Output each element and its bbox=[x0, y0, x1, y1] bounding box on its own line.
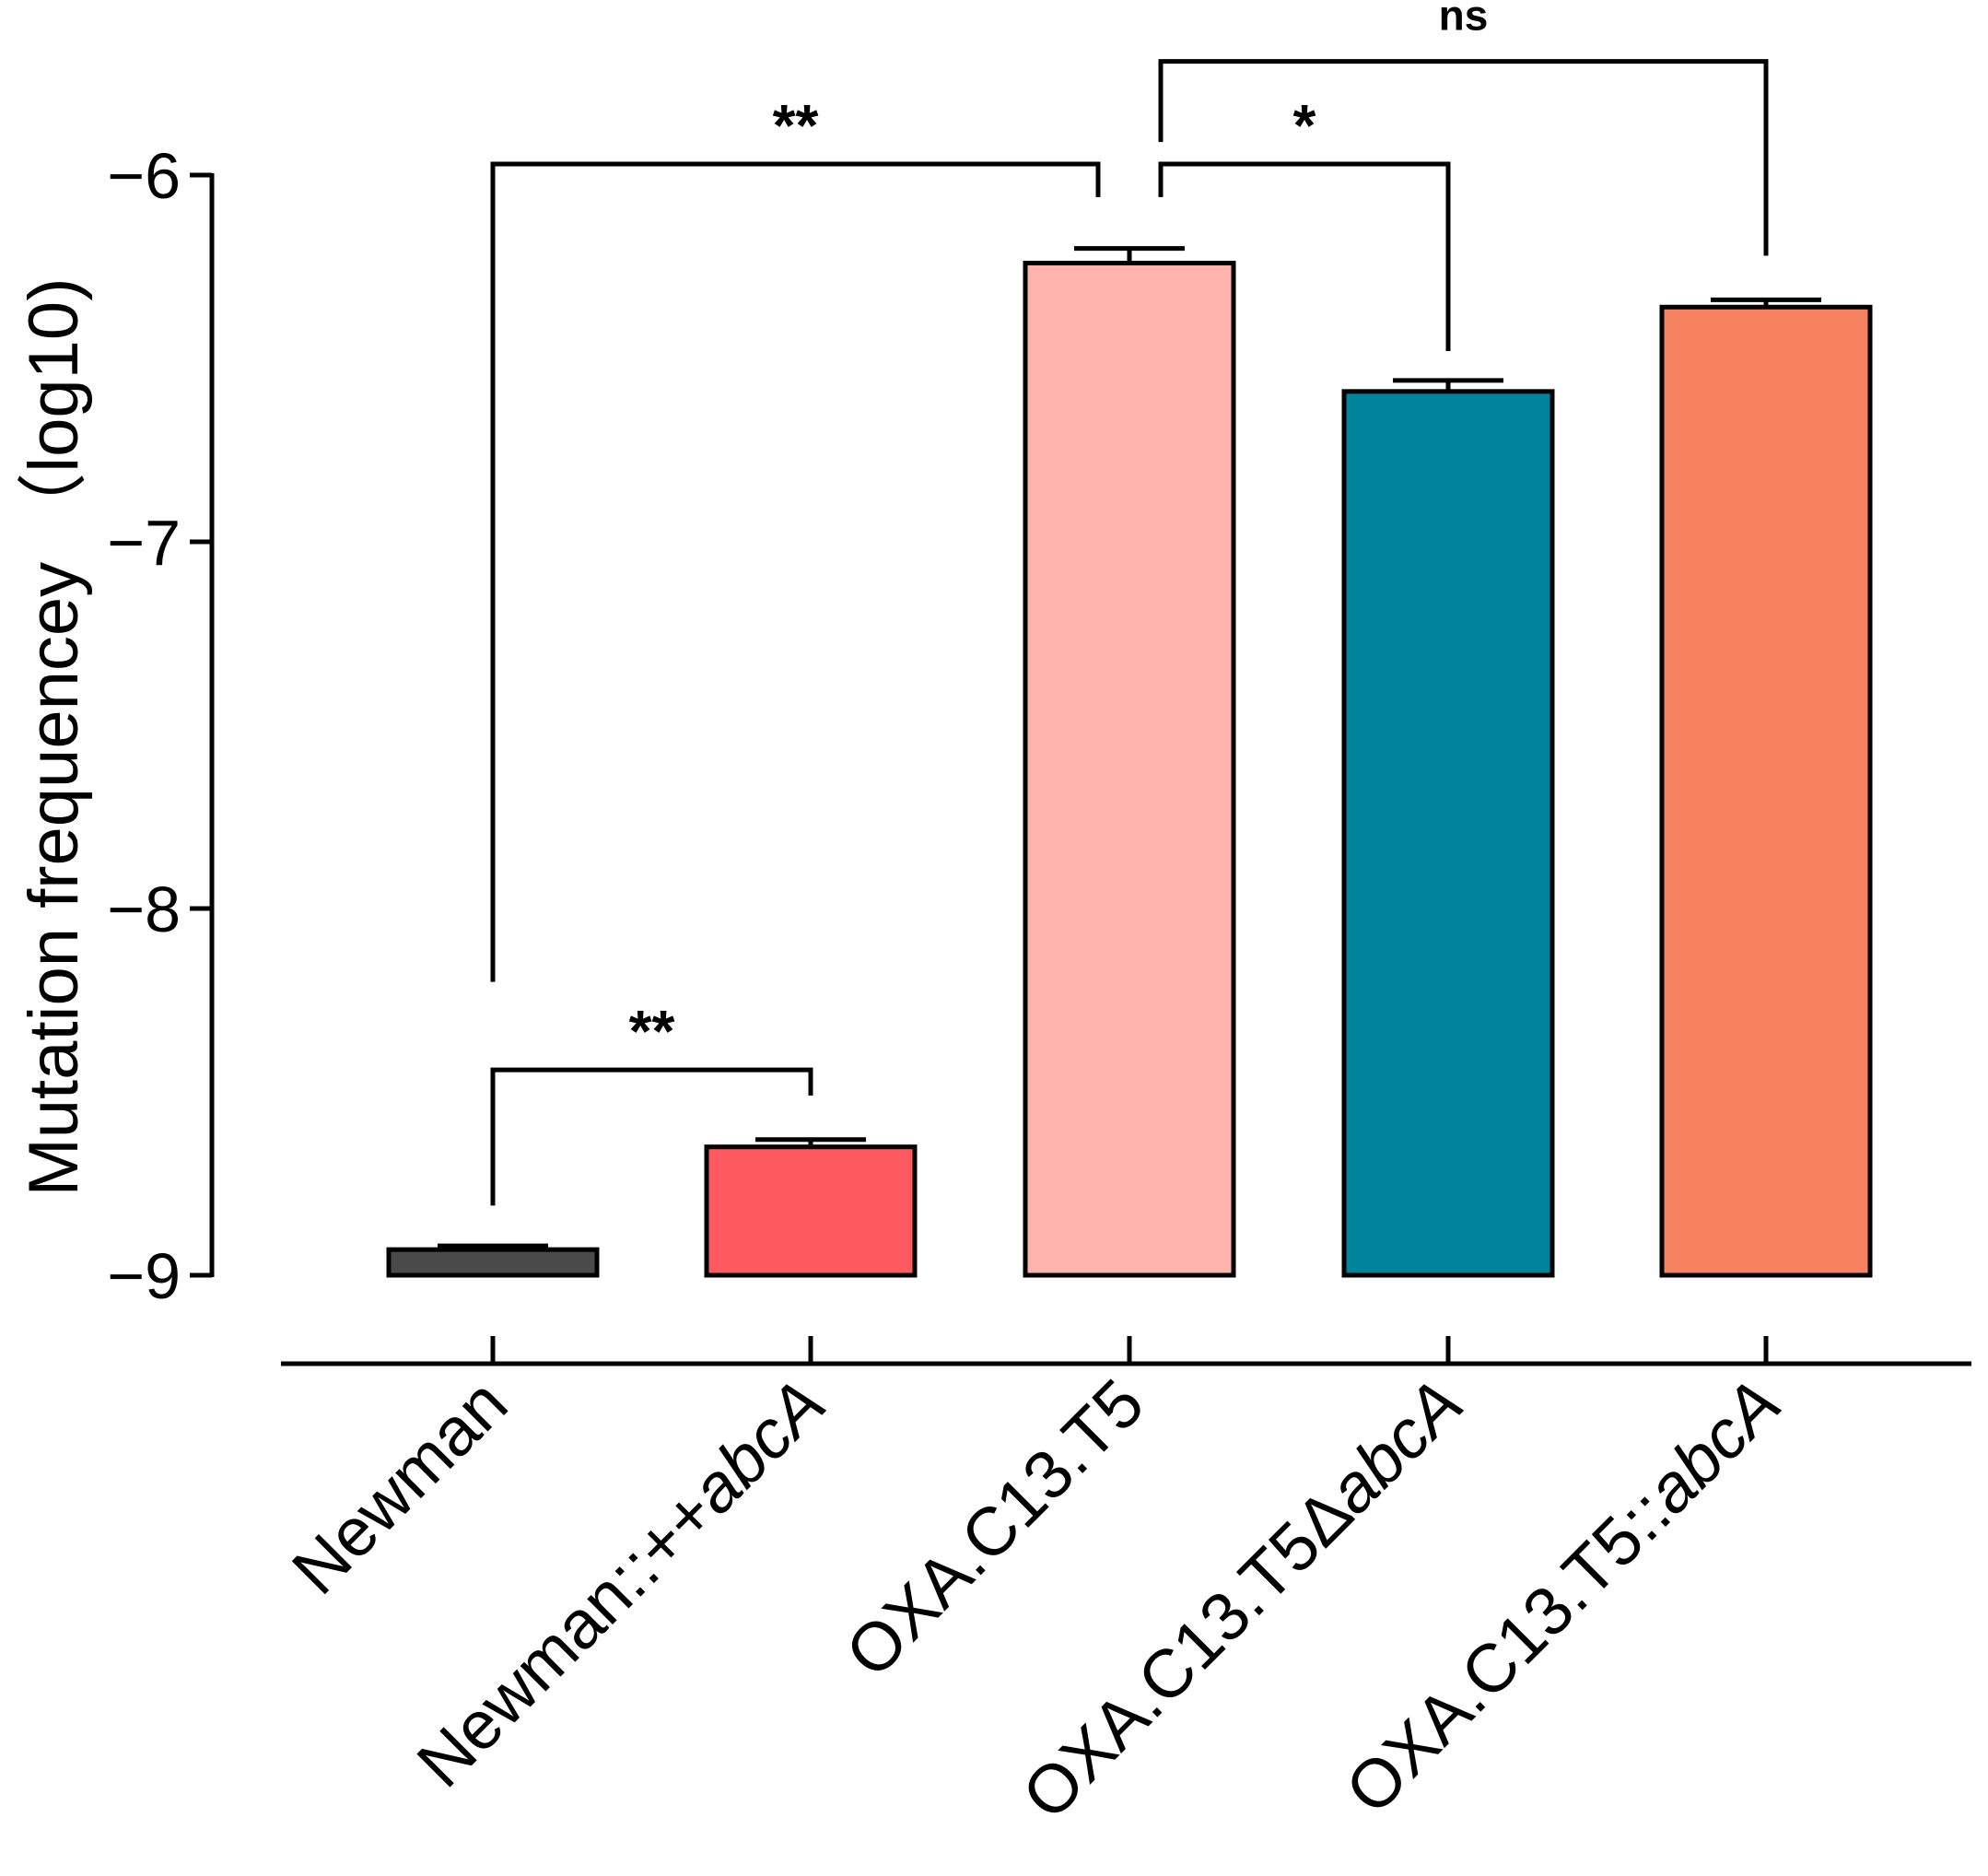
significance-bracket bbox=[1158, 161, 1451, 352]
bar-1 bbox=[704, 1144, 918, 1278]
significance-bracket bbox=[1158, 59, 1769, 256]
significance-bracket bbox=[490, 1067, 813, 1206]
bar-0 bbox=[386, 1247, 600, 1278]
significance-label: ** bbox=[629, 998, 675, 1064]
significance-label: ns bbox=[1439, 0, 1489, 40]
bar-2 bbox=[1023, 261, 1236, 1278]
significance-bracket bbox=[490, 161, 1101, 982]
bar-3 bbox=[1341, 389, 1555, 1278]
x-tick-label: Newman bbox=[277, 1365, 521, 1609]
significance-brackets: **** *ns bbox=[490, 0, 1769, 1206]
y-axis-title: Mutation frequencey （log10) bbox=[15, 277, 93, 1196]
y-axis: −6 −7 −8 −9 bbox=[107, 140, 215, 1312]
significance-label: ** bbox=[773, 92, 819, 158]
x-tick-label-text: OXA.C13.T5Δ bbox=[1008, 1474, 1367, 1834]
x-tick-label-text: Newman::++ bbox=[403, 1474, 730, 1801]
significance-label: * bbox=[1293, 92, 1316, 158]
x-tick-label-text: OXA.C13.T5 bbox=[831, 1365, 1158, 1692]
y-tick-label: −8 bbox=[107, 874, 181, 945]
y-tick-label: −6 bbox=[107, 140, 181, 212]
bar-4 bbox=[1659, 304, 1873, 1278]
bars bbox=[386, 246, 1873, 1278]
x-tick-label-text: OXA.C13.T5:: bbox=[1331, 1474, 1685, 1828]
x-tick-label: OXA.C13.T5 bbox=[831, 1365, 1158, 1692]
y-tick-label: −7 bbox=[107, 507, 181, 579]
y-tick-label: −9 bbox=[107, 1240, 181, 1312]
x-tick-label-text: Newman bbox=[277, 1365, 521, 1609]
x-axis: NewmanNewman::++abcAOXA.C13.T5OXA.C13.T5… bbox=[277, 1336, 1971, 1834]
